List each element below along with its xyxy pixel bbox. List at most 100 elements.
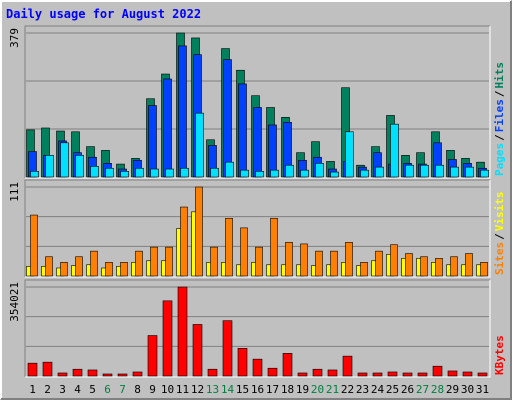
x-tick-label: 23 xyxy=(356,383,369,396)
x-tick-label: 13 xyxy=(206,383,219,396)
bar xyxy=(450,166,459,178)
bar xyxy=(30,214,38,277)
bar xyxy=(282,353,293,377)
x-tick-label: 28 xyxy=(431,383,444,396)
x-tick-label: 22 xyxy=(341,383,354,396)
bar xyxy=(27,362,38,377)
bar xyxy=(435,164,444,178)
x-tick-label: 14 xyxy=(221,383,235,396)
x-tick-label: 16 xyxy=(251,383,264,396)
x-tick-label: 17 xyxy=(266,383,279,396)
bar xyxy=(195,186,203,277)
bar xyxy=(45,256,53,277)
bar xyxy=(75,256,83,277)
bar xyxy=(450,256,458,277)
x-tick-label: 18 xyxy=(281,383,294,396)
bar xyxy=(30,171,39,178)
panel-bevel-dark xyxy=(24,279,490,377)
bar xyxy=(180,167,189,178)
bar xyxy=(372,372,383,377)
bar xyxy=(447,370,458,377)
bar xyxy=(165,168,174,178)
panel-bevel-light xyxy=(25,280,491,378)
panel-bevel-dark xyxy=(24,25,490,178)
bar xyxy=(148,105,157,178)
bar xyxy=(345,131,354,178)
bar xyxy=(345,242,353,277)
x-tick-label: 30 xyxy=(461,383,474,396)
legend-entry: Pages xyxy=(493,143,506,176)
x-tick-label: 9 xyxy=(149,383,156,396)
bar xyxy=(178,45,187,178)
bar xyxy=(270,217,278,277)
x-tick-label: 8 xyxy=(134,383,141,396)
legend: Sites /Visits xyxy=(493,192,506,276)
bar xyxy=(480,169,489,178)
bar xyxy=(420,164,429,178)
panel-bevel-dark xyxy=(24,179,490,277)
bar xyxy=(240,169,249,178)
x-tick-label: 6 xyxy=(104,383,111,396)
bar xyxy=(57,372,68,377)
x-tick-label: 27 xyxy=(416,383,429,396)
bar xyxy=(210,246,218,277)
x-tick-label: 26 xyxy=(401,383,414,396)
x-tick-label: 29 xyxy=(446,383,459,396)
bar xyxy=(255,171,264,178)
panel-bevel-light xyxy=(25,180,491,278)
panel-bevel-light xyxy=(25,26,491,179)
bar xyxy=(150,168,159,178)
bar xyxy=(150,246,158,277)
bar xyxy=(375,166,384,178)
bar xyxy=(207,368,218,377)
bar xyxy=(268,124,277,178)
bar xyxy=(417,372,428,377)
bar xyxy=(120,262,128,277)
legend: Pages/Files/Hits xyxy=(493,62,506,176)
legend-entry: Hits xyxy=(493,62,506,89)
bar xyxy=(405,164,414,178)
legend-separator: / xyxy=(493,90,506,97)
bar xyxy=(387,371,398,377)
bar xyxy=(405,253,413,277)
bar xyxy=(420,256,428,277)
bar xyxy=(165,246,173,277)
bar xyxy=(135,167,144,178)
bar xyxy=(105,262,113,277)
bar xyxy=(147,335,158,377)
x-tick-label: 21 xyxy=(326,383,339,396)
bar xyxy=(330,171,339,178)
x-tick-label: 1 xyxy=(29,383,36,396)
bar xyxy=(135,250,143,277)
x-tick-label: 3 xyxy=(59,383,66,396)
x-tick-label: 11 xyxy=(176,383,189,396)
bar xyxy=(237,348,248,377)
bar xyxy=(465,253,473,277)
legend-entry: Files xyxy=(493,99,506,132)
bar xyxy=(177,286,188,377)
legend-entry: Visits xyxy=(493,192,506,232)
bar xyxy=(432,365,443,377)
bar xyxy=(238,83,247,178)
bar xyxy=(120,171,129,178)
bar xyxy=(90,250,98,277)
bar xyxy=(162,300,173,377)
bar xyxy=(270,169,279,178)
bar xyxy=(390,244,398,277)
x-tick-label: 10 xyxy=(161,383,174,396)
bar xyxy=(297,372,308,377)
bar xyxy=(60,262,68,277)
x-tick-label: 15 xyxy=(236,383,249,396)
x-tick-label: 25 xyxy=(386,383,399,396)
legend: KBytes xyxy=(493,335,506,375)
bar xyxy=(315,250,323,277)
bar xyxy=(75,155,84,178)
y-tick-label: 111 xyxy=(8,182,21,202)
bar xyxy=(132,371,143,377)
bar xyxy=(223,59,232,178)
bar xyxy=(300,243,308,277)
x-tick-label: 12 xyxy=(191,383,204,396)
y-tick-label: 354021 xyxy=(8,282,21,322)
y-tick-label: 379 xyxy=(8,28,21,48)
